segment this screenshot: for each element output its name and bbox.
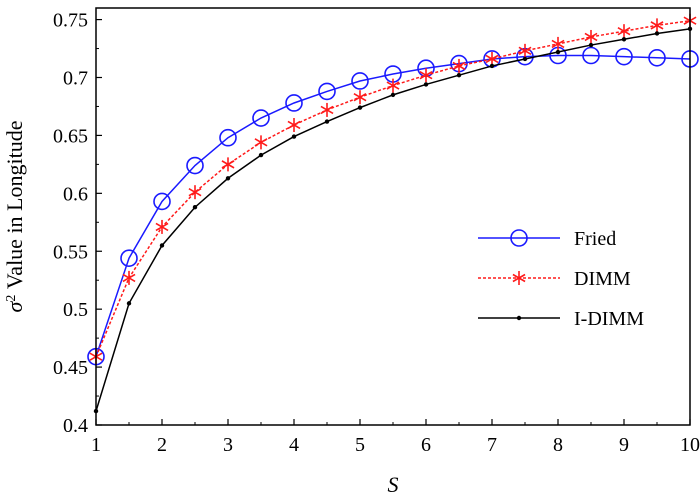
x-tick-label: 7	[487, 434, 497, 456]
y-tick-label: 0.65	[53, 125, 88, 147]
y-axis: 0.4 0.45 0.5 0.55 0.6 0.65 0.7 0.75	[53, 10, 102, 437]
x-tick-label: 5	[355, 434, 365, 456]
data-point	[192, 205, 198, 210]
data-point	[654, 31, 660, 36]
x-tick-label: 1	[91, 434, 101, 456]
data-point	[489, 63, 495, 69]
x-axis: 1 2 3 4 5 6 7 8 9 10	[91, 419, 700, 456]
data-point	[351, 72, 369, 90]
y-axis-title: σ2 Value in Longitude	[2, 121, 27, 313]
data-point	[126, 301, 132, 306]
data-point	[291, 134, 297, 139]
x-tick-label: 6	[421, 434, 431, 456]
x-tick-label: 2	[157, 434, 167, 456]
series-i-dimm	[93, 26, 693, 414]
legend-marker	[516, 315, 522, 321]
data-point	[353, 90, 367, 105]
plot-frame	[95, 7, 691, 426]
data-point	[650, 18, 664, 33]
data-point	[423, 82, 429, 87]
series-line	[95, 54, 691, 357]
data-point	[617, 24, 631, 39]
data-point	[324, 119, 330, 124]
y-tick-label: 0.6	[63, 183, 88, 205]
data-point	[419, 68, 433, 83]
x-tick-label: 9	[619, 434, 629, 456]
y-tick-label: 0.5	[63, 299, 88, 321]
series-dimm	[89, 13, 697, 364]
data-point	[188, 185, 202, 200]
series-line	[95, 19, 691, 357]
y-tick-label: 0.75	[53, 10, 88, 32]
x-tick-label: 4	[289, 434, 299, 456]
data-point	[252, 109, 270, 127]
legend-item: DIMM	[478, 268, 631, 290]
data-point	[318, 82, 336, 101]
data-point	[221, 157, 235, 172]
data-point	[588, 42, 594, 48]
data-point	[254, 135, 268, 150]
data-point	[219, 128, 237, 147]
y-axis-title-superscript: 2	[4, 295, 19, 302]
data-point	[615, 47, 633, 66]
data-point	[522, 56, 528, 62]
data-point	[258, 152, 264, 158]
data-point	[122, 270, 136, 285]
data-point	[582, 46, 600, 65]
data-point	[485, 51, 499, 66]
data-point	[452, 58, 466, 73]
data-point	[153, 192, 171, 211]
data-point	[518, 43, 532, 58]
data-point	[225, 176, 231, 181]
x-axis-title: S	[388, 472, 399, 497]
data-point	[621, 37, 627, 42]
data-point	[186, 156, 204, 175]
data-point	[555, 49, 561, 55]
legend-item: I-DIMM	[478, 308, 644, 330]
data-point	[648, 49, 666, 67]
legend-marker	[510, 229, 528, 247]
data-point	[287, 117, 301, 132]
data-point	[159, 243, 165, 248]
y-tick-label: 0.7	[63, 68, 88, 90]
x-tick-label: 10	[680, 434, 700, 456]
data-point	[155, 219, 169, 234]
legend-label: DIMM	[574, 268, 631, 290]
legend: Fried DIMM I-DIMM	[478, 228, 644, 330]
legend-marker	[512, 271, 526, 285]
data-point	[285, 94, 303, 112]
x-tick-label: 8	[553, 434, 563, 456]
data-point	[320, 102, 334, 117]
y-axis-title-text: Value in Longitude	[2, 121, 27, 295]
data-point	[120, 249, 138, 268]
data-point	[584, 29, 598, 44]
data-point	[357, 105, 363, 110]
y-tick-label: 0.55	[53, 241, 88, 263]
data-point	[456, 72, 462, 78]
data-point	[386, 78, 400, 93]
data-point	[390, 92, 396, 98]
series-fried	[87, 46, 699, 366]
legend-label: Fried	[574, 228, 616, 250]
legend-label: I-DIMM	[574, 308, 644, 330]
data-point	[551, 36, 565, 51]
y-tick-label: 0.4	[63, 415, 88, 437]
y-tick-label: 0.45	[53, 357, 88, 379]
y-axis-title-symbol: σ	[2, 301, 27, 313]
legend-item: Fried	[478, 228, 616, 250]
x-tick-label: 3	[223, 434, 233, 456]
plot-series-group	[87, 13, 699, 414]
